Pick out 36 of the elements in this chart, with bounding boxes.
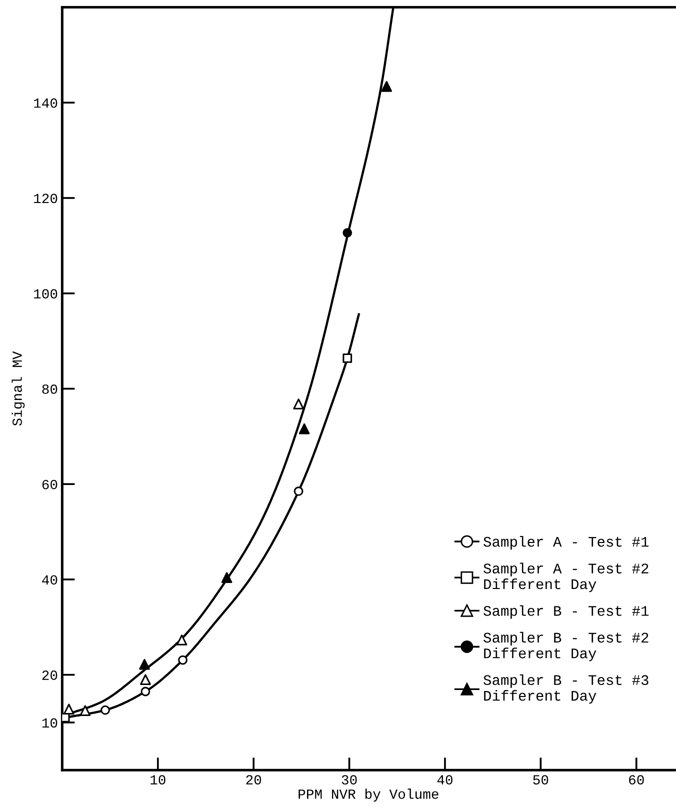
point — [63, 704, 74, 715]
point — [80, 705, 91, 716]
legend-label: Sampler B - Test #1 — [484, 605, 649, 619]
x-tick-label: 30 — [342, 775, 357, 785]
legend-label: Sampler A - Test #2 Different Day — [484, 562, 648, 592]
point — [221, 572, 232, 583]
x-tick-label: 60 — [629, 775, 644, 785]
point — [381, 81, 392, 92]
y-tick-label: 140 — [34, 98, 58, 108]
legend-label: Sampler B - Test #2 Different Day — [484, 632, 648, 662]
legend-label: Sampler A - Test #1 — [484, 536, 649, 550]
y-tick-label: 20 — [42, 670, 58, 680]
point — [342, 354, 352, 363]
point — [342, 228, 352, 238]
y-axis-title: Signal MV — [12, 351, 25, 426]
point — [100, 705, 110, 715]
x-tick-label: 20 — [246, 775, 262, 785]
y-tick-label: 60 — [42, 480, 58, 490]
x-axis-title: PPM NVR by Volume — [298, 788, 438, 802]
point — [298, 423, 310, 434]
legend-label: Sampler B - Test #3 Different Day — [484, 674, 648, 704]
y-tick-label: 100 — [34, 289, 58, 299]
point — [178, 655, 188, 665]
y-tick-label: 80 — [42, 384, 58, 394]
y-tick-label: 120 — [34, 194, 58, 204]
x-tick-label: 50 — [533, 775, 548, 785]
point — [176, 634, 188, 646]
point — [293, 398, 304, 410]
point — [140, 686, 150, 696]
y-tick-label: 10 — [42, 718, 58, 728]
x-tick-label: 40 — [437, 775, 452, 785]
point — [140, 674, 151, 685]
x-tick-label: 10 — [150, 775, 166, 785]
point — [139, 658, 150, 670]
y-tick-label: 40 — [42, 575, 58, 585]
point — [294, 486, 304, 496]
